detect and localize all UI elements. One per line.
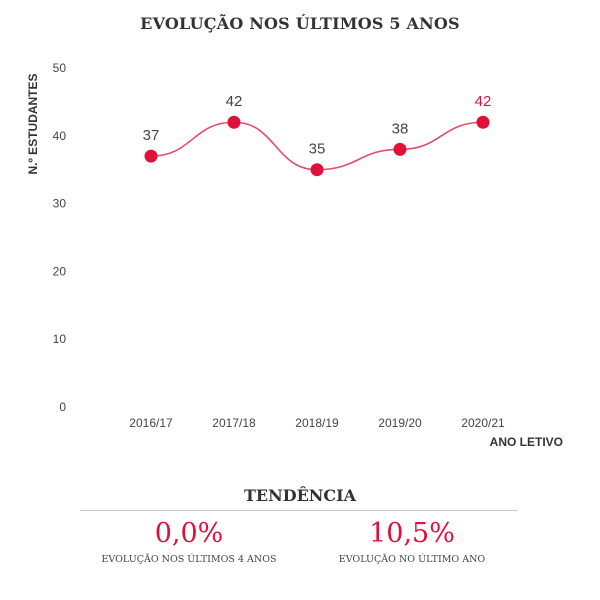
data-point[interactable] — [144, 149, 158, 163]
line-chart: 0 10 20 30 40 50 2016/17 2017/18 2018/19 2019/20… — [26, 61, 563, 449]
x-tick-label: 2019/20 — [378, 416, 422, 430]
y-tick-label: 0 — [59, 400, 66, 414]
stat-caption: EVOLUÇÃO NO ÚLTIMO ANO — [338, 554, 486, 565]
data-point[interactable] — [227, 115, 241, 129]
data-point[interactable] — [310, 163, 324, 177]
y-tick-label: 30 — [53, 197, 67, 211]
data-point[interactable] — [393, 142, 407, 156]
y-tick-label: 50 — [53, 61, 67, 75]
data-labels: 37 42 35 38 42 — [143, 93, 492, 157]
stat-value: 0,0% — [154, 518, 224, 549]
y-axis-title: N.º ESTUDANTES — [26, 73, 40, 174]
x-axis-ticks: 2016/17 2017/18 2018/19 2019/20 2020/21 — [129, 416, 505, 430]
chart-title: EVOLUÇÃO NOS ÚLTIMOS 5 ANOS — [140, 14, 460, 33]
y-tick-label: 20 — [53, 264, 67, 278]
data-label: 35 — [309, 141, 326, 158]
trend-title: TENDÊNCIA — [243, 486, 357, 505]
trend-divider — [80, 510, 518, 511]
stat-last-year: 10,5% EVOLUÇÃO NO ÚLTIMO ANO — [302, 518, 522, 565]
data-point[interactable] — [476, 115, 490, 129]
x-tick-label: 2017/18 — [212, 416, 256, 430]
x-tick-label: 2018/19 — [295, 416, 339, 430]
stat-value: 10,5% — [369, 518, 455, 549]
x-axis-title: ANO LETIVO — [490, 435, 563, 449]
data-label: 37 — [143, 127, 160, 144]
data-label: 42 — [226, 93, 243, 110]
y-tick-label: 40 — [53, 129, 67, 143]
y-axis-ticks: 0 10 20 30 40 50 — [53, 61, 67, 414]
y-tick-label: 10 — [53, 332, 67, 346]
x-tick-label: 2016/17 — [129, 416, 173, 430]
x-tick-label: 2020/21 — [461, 416, 505, 430]
data-label: 38 — [392, 120, 409, 137]
stat-caption: EVOLUÇÃO NOS ÚLTIMOS 4 ANOS — [101, 554, 277, 565]
data-label: 42 — [475, 93, 492, 110]
data-points — [144, 115, 490, 177]
stat-last-4-years: 0,0% EVOLUÇÃO NOS ÚLTIMOS 4 ANOS — [79, 518, 299, 565]
